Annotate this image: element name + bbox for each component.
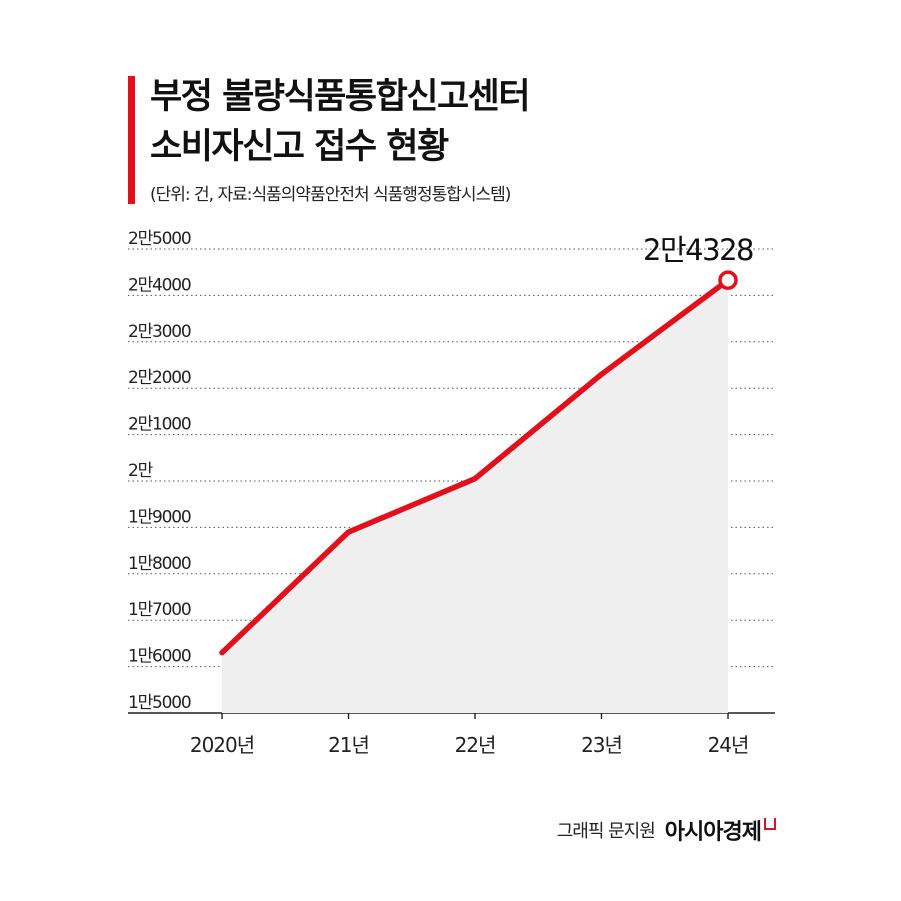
y-tick-label: 1만7000 (128, 600, 191, 620)
logo-mark-icon (764, 818, 776, 830)
y-tick-label: 2만1000 (128, 415, 191, 435)
x-tick-label: 22년 (455, 733, 496, 757)
chart-title-line-1: 부정 불량식품통합신고센터 (150, 77, 531, 117)
y-axis-ticks: 2만5000 2만4000 2만3000 2만2000 2만1000 2만 1만9000 1만… (128, 229, 192, 713)
y-tick-label: 2만2000 (128, 368, 191, 388)
publisher-logo: 아시아경제 (664, 820, 762, 845)
title-accent-bar (128, 76, 135, 204)
x-tick-label: 2020년 (190, 733, 254, 757)
x-tick-label: 21년 (328, 733, 369, 757)
y-tick-label: 1만6000 (128, 647, 191, 667)
y-tick-label: 2만5000 (128, 229, 191, 249)
footer: 그래픽 문지원 아시아경제 (557, 814, 776, 846)
y-tick-label: 2만4000 (128, 275, 191, 295)
x-tick-label: 24년 (708, 733, 749, 757)
chart-title-line-2: 소비자신고 접수 현황 (150, 127, 449, 167)
y-tick-label: 2만 (128, 461, 154, 481)
data-point-marker (718, 270, 738, 290)
chart-points (718, 270, 738, 290)
x-axis-ticks: 2020년 21년 22년 23년 24년 (190, 733, 750, 757)
chart-area-fill (222, 280, 728, 713)
x-tick-label: 23년 (581, 733, 622, 757)
chart-data-labels: 2만4328 (643, 233, 754, 267)
series-line (219, 277, 731, 656)
graphic-credit: 그래픽 문지원 (556, 821, 656, 842)
y-tick-label: 1만8000 (128, 554, 191, 574)
chart-subtitle: (단위: 건, 자료:식품의약품안전처 식품행정통합시스템) (150, 185, 511, 205)
area-fill (222, 280, 728, 713)
y-tick-label: 2만3000 (128, 322, 191, 342)
data-label: 2만4328 (643, 233, 753, 267)
chart-series-line (219, 277, 731, 656)
chart-title: 부정 불량식품통합신고센터 소비자신고 접수 현황 (150, 72, 531, 172)
y-tick-label: 1만5000 (128, 693, 191, 713)
y-tick-label: 1만9000 (128, 507, 191, 527)
